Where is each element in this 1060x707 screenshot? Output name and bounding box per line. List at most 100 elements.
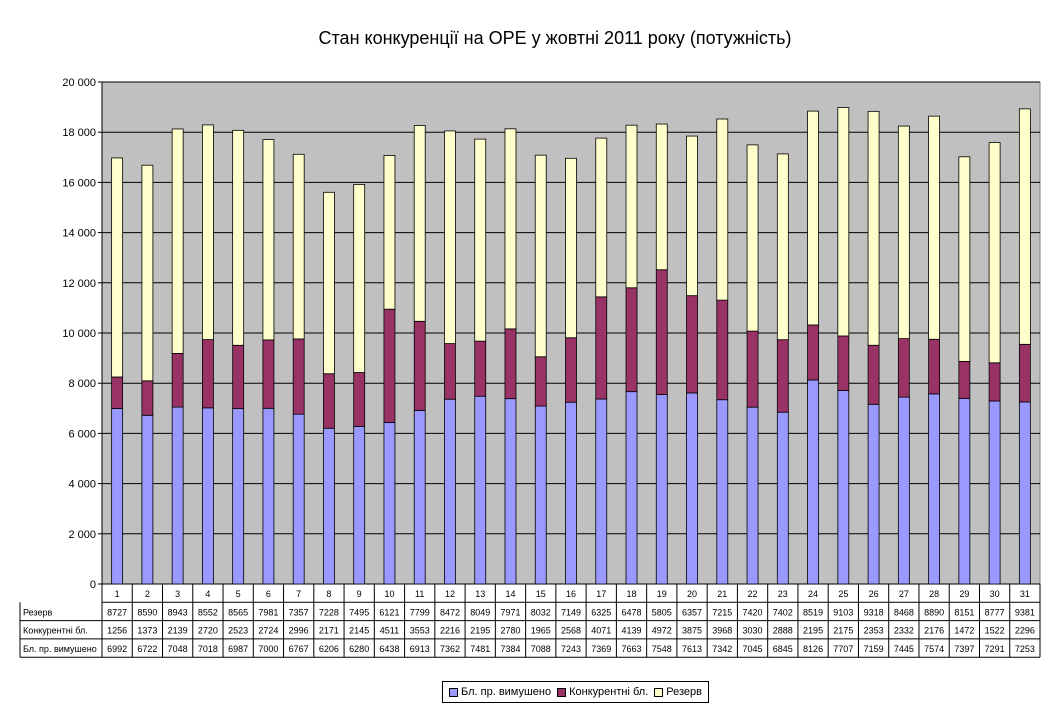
bar-segment-s0 <box>534 405 547 585</box>
bar-segment-s1 <box>413 320 426 411</box>
bar-segment-s0 <box>928 393 940 585</box>
table-cell: 8565 <box>228 607 248 617</box>
bar-segment-s0 <box>565 401 577 585</box>
bar-segment-s1 <box>201 339 214 409</box>
table-cell: 7159 <box>864 644 884 654</box>
table-row-label: Бл. пр. вимушено <box>23 644 97 654</box>
data-table: 1 2 3 4 5 6 7 8 9 10 11 12 13 14 15 16 17 18 19 20 21 22 23 24 2… <box>19 584 1041 658</box>
x-tick-label: 16 <box>566 589 576 599</box>
x-tick-label: 29 <box>959 589 969 599</box>
bar-segment-s0 <box>413 410 426 585</box>
bar-segment-s2 <box>474 138 487 342</box>
table-cell: 8049 <box>470 607 490 617</box>
y-tick-label: 8 000 <box>68 378 96 390</box>
table-cell: 2195 <box>470 626 490 636</box>
bar-segment-s1 <box>746 330 759 408</box>
table-cell: 7228 <box>319 607 339 617</box>
legend-label-competitive: Конкурентні бл. <box>569 686 649 698</box>
table-cell: 6280 <box>349 644 369 654</box>
bar-segment-s1 <box>171 353 184 408</box>
bar-segment-s1 <box>232 344 245 410</box>
chart-title: Стан конкуренції на ОРЕ у жовтні 2011 ро… <box>318 28 792 48</box>
y-tick-label: 18 000 <box>62 127 96 139</box>
bar-segment-s0 <box>595 398 608 585</box>
table-cell: 6478 <box>622 607 642 617</box>
bar-segment-s0 <box>232 408 245 585</box>
table-cell: 7420 <box>743 607 763 617</box>
table-cell: 7253 <box>1015 644 1035 654</box>
table-cell: 2195 <box>803 626 823 636</box>
bar-segment-s0 <box>807 379 819 585</box>
bar-segment-s1 <box>444 343 456 400</box>
table-cell: 4071 <box>591 626 611 636</box>
table-cell: 7369 <box>591 644 611 654</box>
table-cell: 2176 <box>924 626 944 636</box>
x-tick-label: 3 <box>175 589 180 599</box>
table-cell: 8890 <box>924 607 944 617</box>
bar-segment-s0 <box>201 407 214 585</box>
table-cell: 8519 <box>803 607 823 617</box>
y-tick-label: 6 000 <box>68 428 96 440</box>
table-cell: 2175 <box>833 626 853 636</box>
bar-segment-s2 <box>928 115 940 340</box>
bar-segment-s0 <box>262 407 275 585</box>
bar-segment-s0 <box>383 422 396 585</box>
y-tick-label: 10 000 <box>62 328 96 340</box>
table-cell: 2139 <box>168 626 188 636</box>
table-cell: 7000 <box>258 644 278 654</box>
bar-segment-s1 <box>897 338 910 398</box>
table-cell: 4139 <box>622 626 642 636</box>
bar-segment-s1 <box>807 324 819 381</box>
table-cell: 7243 <box>561 644 581 654</box>
table-cell: 1256 <box>107 626 127 636</box>
table-cell: 7707 <box>833 644 853 654</box>
table-cell: 2888 <box>773 626 793 636</box>
x-tick-label: 12 <box>445 589 455 599</box>
table-cell: 2996 <box>289 626 309 636</box>
table-cell: 1965 <box>531 626 551 636</box>
x-tick-label: 1 <box>115 589 120 599</box>
bar-segment-s1 <box>686 295 698 394</box>
bar-segment-s1 <box>837 335 850 391</box>
table-cell: 8032 <box>531 607 551 617</box>
bar-segment-s0 <box>686 392 698 585</box>
bar-segment-s0 <box>323 427 335 585</box>
bar-segment-s0 <box>292 413 305 585</box>
bar-segment-s2 <box>111 157 124 378</box>
table-cell: 7149 <box>561 607 581 617</box>
bar-segment-s0 <box>504 398 517 585</box>
table-cell: 2171 <box>319 626 339 636</box>
y-tick-label: 2 000 <box>68 529 96 541</box>
bar-segment-s0 <box>171 406 184 585</box>
bar-segment-s0 <box>837 390 850 585</box>
x-tick-label: 9 <box>357 589 362 599</box>
table-cell: 2296 <box>1015 626 1035 636</box>
table-cell: 6325 <box>591 607 611 617</box>
bar-segment-s2 <box>867 110 880 346</box>
bar-segment-s0 <box>776 411 789 585</box>
table-cell: 2145 <box>349 626 369 636</box>
x-tick-label: 8 <box>326 589 331 599</box>
table-cell: 4972 <box>652 626 672 636</box>
table-cell: 7495 <box>349 607 369 617</box>
bar-segment-s0 <box>746 406 759 585</box>
table-cell: 2724 <box>258 626 278 636</box>
table-cell: 6206 <box>319 644 339 654</box>
bar-segment-s1 <box>353 372 366 427</box>
bar-segment-s2 <box>625 124 638 289</box>
table-cell: 6121 <box>379 607 399 617</box>
table-cell: 9381 <box>1015 607 1035 617</box>
bar-segment-s1 <box>595 296 608 400</box>
table-cell: 6767 <box>289 644 309 654</box>
table-cell: 8943 <box>168 607 188 617</box>
bar-segment-s2 <box>444 130 456 344</box>
bar-segment-s2 <box>958 156 971 362</box>
bar-segment-s1 <box>292 338 305 415</box>
x-tick-label: 21 <box>717 589 727 599</box>
bar-segment-s2 <box>807 110 819 326</box>
bar-segment-s0 <box>625 391 638 585</box>
bar-segment-s2 <box>201 124 214 340</box>
bar-segment-s2 <box>655 123 668 271</box>
legend-swatch-competitive <box>557 687 567 697</box>
